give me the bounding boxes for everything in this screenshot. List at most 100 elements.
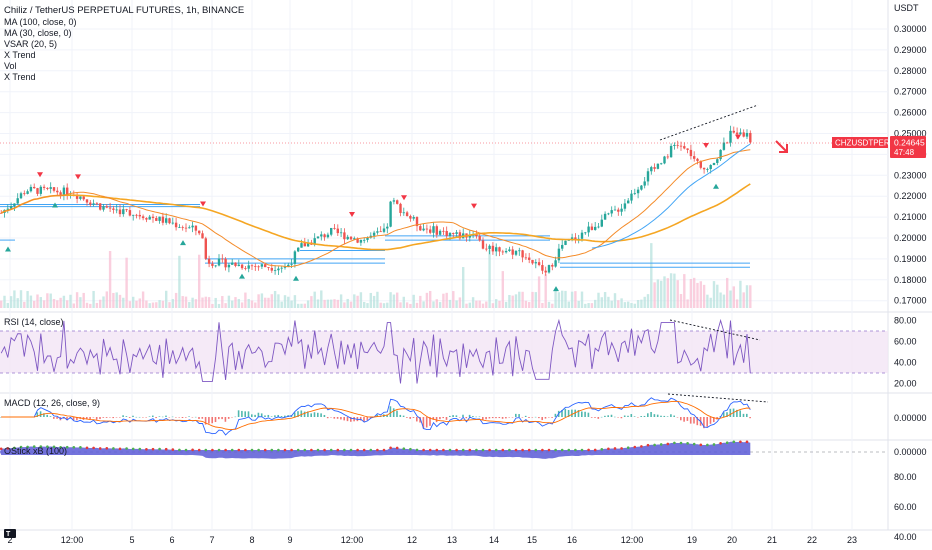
volume-bar [551, 303, 554, 308]
volume-bar [528, 302, 531, 308]
ostick-dot [257, 448, 260, 452]
candle-body [673, 144, 676, 146]
volume-bar [29, 295, 33, 308]
candle-body [551, 265, 554, 267]
macd-line [1, 397, 751, 436]
candle-body [0, 212, 3, 214]
volume-bar [3, 295, 6, 308]
ostick-dot [303, 448, 307, 452]
macd-bar [686, 417, 689, 421]
volume-bar [600, 297, 603, 308]
candle-body [42, 186, 46, 188]
volume-bar [402, 296, 405, 308]
candle-body [389, 201, 392, 227]
volume-bar [221, 296, 224, 308]
candle-body [597, 226, 600, 228]
ostick-dot [316, 448, 320, 452]
ostick-dot [382, 448, 386, 452]
volume-bars [0, 243, 752, 308]
ostick-dot [92, 446, 95, 450]
candle-body [547, 265, 551, 273]
volume-bar [0, 300, 3, 308]
macd-bar [693, 417, 695, 424]
volume-bar [495, 299, 498, 308]
time-tick-label: 5 [129, 535, 134, 545]
volume-bar [640, 299, 643, 308]
macd-label[interactable]: MACD (12, 26, close, 9) [4, 398, 100, 408]
candle-body [231, 262, 234, 265]
macd-signal-line [1, 400, 751, 430]
volume-bar [531, 291, 534, 308]
volume-bar [643, 296, 646, 308]
legend-ma100[interactable]: MA (100, close, 0) [4, 17, 77, 27]
macd-bar [475, 416, 477, 418]
candle-body [128, 210, 132, 216]
macd-bar [76, 417, 78, 421]
ostick-dot [574, 448, 577, 452]
candle-body [240, 264, 244, 269]
macd-bar [175, 417, 177, 418]
volume-bar [283, 295, 287, 308]
ostick-dot [237, 448, 241, 452]
candle-body [419, 226, 422, 231]
candle-body [643, 181, 646, 186]
candle-body [234, 262, 237, 266]
candle-body [300, 243, 303, 248]
macd-bar [511, 417, 514, 418]
ostick-dot [197, 448, 201, 452]
price-tag-value: 0.24645 [894, 138, 925, 148]
candle-body [646, 171, 650, 182]
macd-bar [683, 417, 685, 422]
candle-body [521, 250, 524, 258]
volume-bar [537, 276, 541, 308]
macd-trend-line [667, 393, 769, 403]
candle-body [201, 233, 204, 239]
candle-body [290, 263, 293, 265]
legend-xtrend[interactable]: X Trend [4, 50, 36, 60]
time-tick-label: 21 [767, 535, 777, 545]
candle-body [214, 265, 217, 267]
ostick-dot [244, 448, 247, 452]
volume-bar [343, 302, 346, 308]
candle-body [29, 186, 33, 192]
candle-body [188, 227, 191, 229]
volume-bar [709, 297, 712, 308]
volume-bar [455, 300, 458, 308]
candle-body [145, 218, 148, 220]
time-axis[interactable]: 2 12:00 5 6 7 8 9 12:00 12 13 14 15 16 12:00 19 20 21 22 2… [7, 535, 857, 545]
ostick-dot [6, 447, 10, 450]
candle-body [590, 226, 594, 230]
legend-vol[interactable]: Vol [4, 61, 17, 71]
ostick-dot [580, 448, 584, 452]
volume-bar [610, 300, 613, 308]
candle-body [396, 200, 399, 204]
volume-bar [168, 302, 171, 308]
macd-bar [257, 412, 260, 417]
price-axis[interactable]: 0.30000 0.29000 0.28000 0.27000 0.26000 0.250… [894, 24, 927, 306]
plot-area[interactable] [0, 0, 888, 550]
sell-signal-icon [37, 172, 43, 178]
rsi-label[interactable]: RSI (14, close) [4, 317, 64, 327]
macd-bar [633, 416, 636, 417]
price-tick-label: 0.25000 [894, 129, 927, 139]
macd-bar [274, 415, 276, 417]
macd-bar [109, 417, 111, 418]
ostick-dot [191, 448, 194, 452]
ostick-dot [79, 446, 82, 449]
macd-bar [713, 417, 715, 423]
volume-bar [607, 296, 610, 308]
candle-body [732, 130, 735, 133]
ostick-band [0, 440, 751, 459]
legend-ma30[interactable]: MA (30, close, 0) [4, 28, 72, 38]
candle-body [726, 142, 729, 144]
ostick-label[interactable]: OStick xB (100) [4, 446, 67, 456]
legend-xtrend-2[interactable]: X Trend [4, 72, 36, 82]
macd-bar [317, 412, 319, 417]
volume-bar [693, 277, 696, 308]
candle-body [168, 218, 171, 224]
macd-bar [462, 414, 464, 417]
ostick-tick-label: 60.00 [894, 502, 917, 512]
candle-body [59, 192, 62, 196]
legend-vsar[interactable]: VSAR (20, 5) [4, 39, 57, 49]
